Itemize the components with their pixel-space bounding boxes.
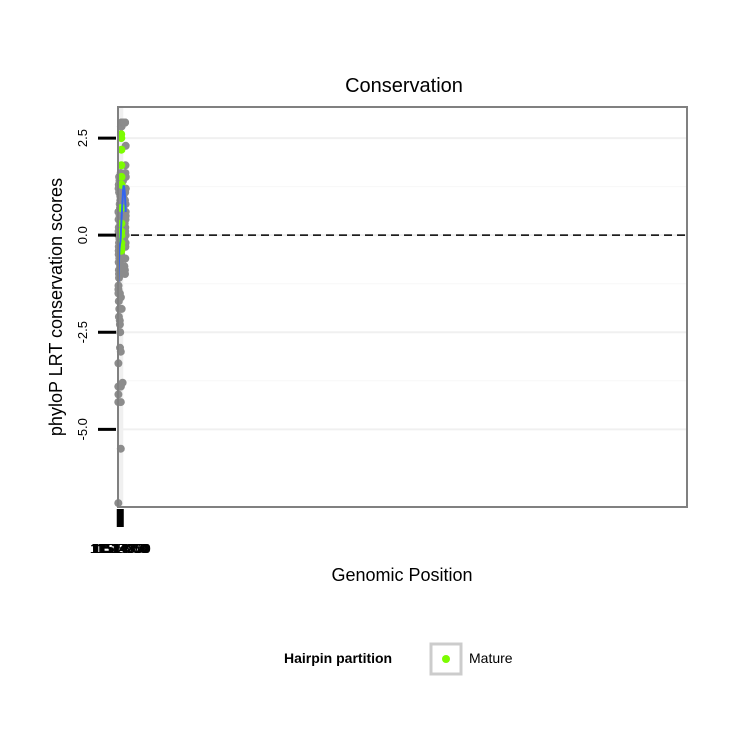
mature-point	[117, 172, 126, 181]
smooth-fit-line	[117, 185, 127, 282]
plot-panel	[114, 106, 688, 508]
legend-key-mature-swatch	[442, 655, 450, 663]
y-tick-label: 0.0	[75, 226, 90, 244]
x-tick-label: 11514800	[93, 541, 150, 556]
background-point	[121, 118, 130, 127]
y-tick-label: 2.5	[75, 129, 90, 147]
y-axis-title: phyloP LRT conservation scores	[46, 178, 66, 436]
legend: Hairpin partition Mature	[284, 642, 513, 676]
x-tick-label: 11514750	[94, 541, 151, 556]
background-point	[117, 304, 126, 313]
panel-border	[117, 106, 688, 508]
y-tick-label: -2.5	[75, 321, 90, 343]
legend-title: Hairpin partition	[284, 650, 392, 666]
legend-label-mature: Mature	[469, 650, 513, 666]
y-tick-label: -5.0	[75, 418, 90, 440]
chart-title: Conservation	[345, 75, 463, 97]
mature-point	[117, 145, 126, 154]
x-tick-label: 11514950	[91, 541, 148, 556]
x-axis-title: Genomic Position	[331, 565, 472, 585]
y-axis: -5.0 -2.5 0.0 2.5	[75, 129, 116, 441]
background-point	[118, 378, 127, 387]
x-tick-label: 11514900	[91, 541, 148, 556]
x-axis: 1151500011514950115149001151485011514800…	[90, 509, 151, 556]
background-point	[121, 254, 130, 263]
background-point	[121, 270, 129, 278]
x-tick-label: 11515000	[90, 541, 147, 556]
background-point	[121, 211, 130, 220]
mature-point	[117, 134, 126, 143]
mature-point	[117, 161, 126, 170]
x-tick-label: 11514850	[92, 541, 149, 556]
